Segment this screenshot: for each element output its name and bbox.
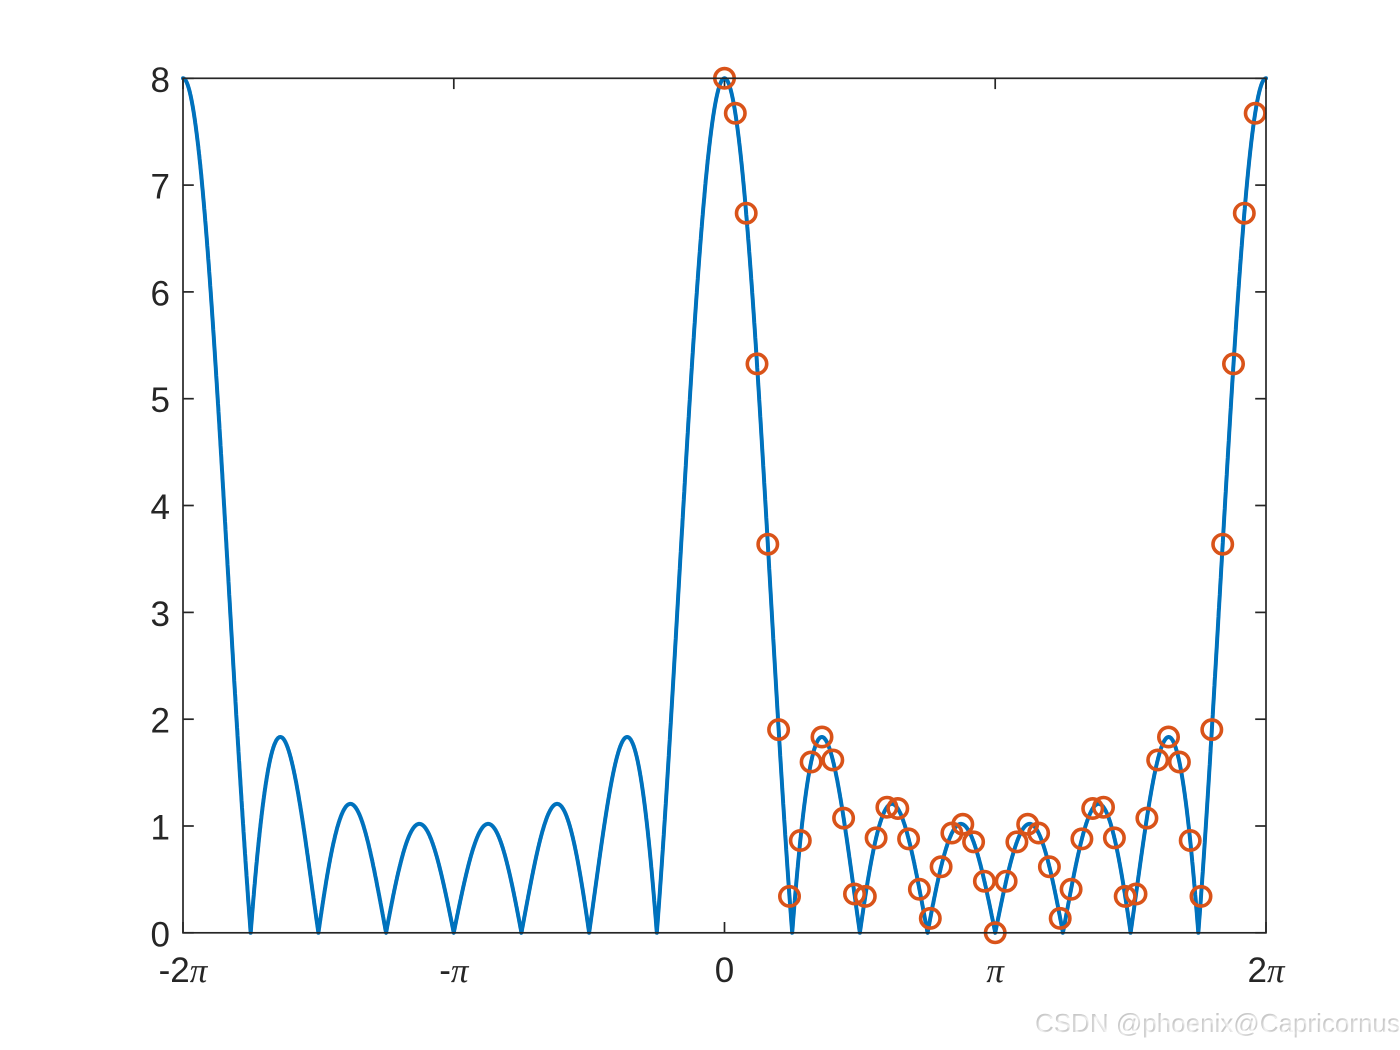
svg-text:7: 7 bbox=[151, 168, 170, 207]
svg-text:0: 0 bbox=[715, 951, 734, 990]
svg-text:5: 5 bbox=[151, 381, 170, 420]
svg-text:6: 6 bbox=[151, 274, 170, 313]
svg-text:CSDN @phoenix@Capricornus: CSDN @phoenix@Capricornus bbox=[1035, 1008, 1400, 1038]
svg-text:8: 8 bbox=[151, 61, 170, 100]
svg-text:-2π: -2π bbox=[159, 951, 209, 990]
svg-text:0: 0 bbox=[151, 915, 170, 954]
svg-text:CSDN @phoenix@Capricornus: CSDN @phoenix@Capricornus bbox=[1037, 1010, 1400, 1040]
svg-text:3: 3 bbox=[151, 595, 170, 634]
svg-text:-π: -π bbox=[439, 951, 470, 990]
svg-text:2π: 2π bbox=[1247, 951, 1285, 990]
svg-text:2: 2 bbox=[151, 702, 170, 741]
svg-text:1: 1 bbox=[151, 809, 170, 848]
svg-text:π: π bbox=[986, 951, 1005, 990]
svg-text:4: 4 bbox=[151, 488, 170, 527]
